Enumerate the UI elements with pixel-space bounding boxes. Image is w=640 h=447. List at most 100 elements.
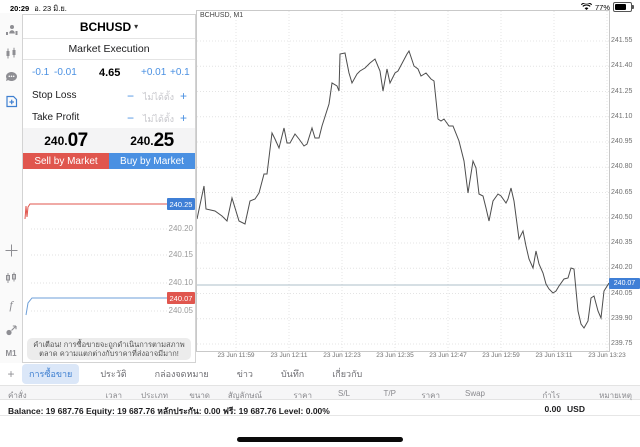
indicators-icon[interactable]: f: [9, 297, 13, 312]
timeframe-button[interactable]: M1: [0, 344, 22, 362]
take-profit-plus-button[interactable]: +: [179, 111, 187, 125]
column-header[interactable]: ขนาด: [189, 391, 210, 400]
tab-0[interactable]: การซื้อขาย: [22, 364, 80, 384]
price-tick-label: 240.05: [611, 289, 633, 297]
left-sidebar: f M1: [0, 13, 22, 387]
symbol-selector[interactable]: BCHUSD ▾: [23, 15, 195, 39]
chart-icon[interactable]: [0, 44, 22, 62]
tick-chart: 240.20 240.15 240.10 240.05 240.25 240.07: [23, 169, 195, 335]
price-tick-label: 239.75: [611, 340, 633, 347]
price-tick-label: 241.40: [611, 62, 633, 70]
volume-value[interactable]: 4.65: [99, 67, 121, 79]
time-tick-label: 23 Jun 12:59: [482, 352, 520, 359]
price-tick-label: 241.25: [611, 87, 633, 95]
column-header[interactable]: S/L: [337, 389, 350, 398]
status-indicators: 77%: [580, 2, 634, 12]
column-header[interactable]: T/P: [383, 389, 396, 398]
stop-loss-minus-button[interactable]: −: [127, 89, 135, 103]
column-header[interactable]: Swap: [464, 389, 485, 398]
main-chart[interactable]: [196, 10, 610, 352]
column-header[interactable]: สัญลักษณ์: [227, 391, 262, 400]
time-tick-label: 23 Jun 12:47: [429, 352, 467, 359]
volume-dec-big-button[interactable]: -0.1: [32, 67, 50, 78]
price-tick-label: 241.55: [611, 37, 633, 44]
time-tick-label: 23 Jun 12:11: [270, 352, 308, 359]
orders-table-header: คำสั่ง เวลา ประเภท ขนาด สัญลักษณ์ ราคา S/L T/P ร…: [0, 385, 640, 400]
tick-axis-label: 240.05: [168, 306, 193, 315]
bottom-tab-bar: + การซื้อขาย ประวัติ กล่องจดหมาย ข่าว บันทึก…: [0, 363, 640, 385]
column-header[interactable]: กำไร: [542, 391, 560, 400]
volume-dec-small-button[interactable]: -0.01: [54, 67, 77, 78]
column-header[interactable]: คำสั่ง: [8, 391, 27, 400]
tab-1[interactable]: ประวัติ: [100, 369, 127, 379]
tick-axis-label: 240.15: [168, 250, 193, 259]
sell-price: 240. 07: [44, 129, 88, 151]
timeframe-label: M1: [5, 348, 17, 358]
objects-icon[interactable]: [0, 321, 22, 339]
price-tick-label: 241.10: [611, 112, 633, 120]
column-header[interactable]: ราคา: [293, 391, 312, 400]
stop-loss-plus-button[interactable]: +: [179, 89, 187, 103]
tab-4[interactable]: บันทึก: [280, 369, 305, 379]
time-tick-label: 23 Jun 11:59: [217, 352, 255, 359]
take-profit-minus-button[interactable]: −: [127, 111, 135, 125]
price-tick-label: 240.35: [611, 239, 633, 246]
new-order-icon[interactable]: [0, 92, 22, 110]
chart-type-icon[interactable]: [0, 269, 22, 287]
tick-chart-canvas: [24, 203, 168, 316]
execution-mode[interactable]: Market Execution: [23, 39, 195, 60]
sell-button[interactable]: Sell by Market: [23, 153, 109, 169]
status-time: 20:29 อ. 23 มิ.ย.: [10, 3, 67, 15]
balance-row: Balance: 19 687.76 Equity: 19 687.76 หลั…: [0, 400, 640, 416]
account-summary: Balance: 19 687.76 Equity: 19 687.76 หลั…: [8, 406, 330, 416]
tab-5[interactable]: เกี่ยวกับ: [332, 369, 363, 379]
take-profit-field[interactable]: ไม่ได้ตั้ง: [143, 114, 175, 124]
bid-ask-prices: 240. 07 240. 25: [23, 128, 195, 153]
crosshair-icon[interactable]: [0, 241, 22, 259]
price-tick-label: 240.80: [611, 163, 633, 171]
add-icon[interactable]: +: [7, 367, 15, 381]
battery-icon: [613, 2, 634, 12]
chart-canvas: [197, 11, 609, 351]
time-tick-label: 23 Jun 13:23: [588, 352, 626, 359]
buy-price: 240. 25: [130, 129, 174, 151]
column-header[interactable]: เวลา: [105, 391, 122, 400]
column-header[interactable]: ราคา: [421, 391, 440, 400]
quotes-icon[interactable]: [0, 21, 22, 39]
order-panel: BCHUSD ▾ Market Execution -0.1 -0.01 4.6…: [22, 14, 196, 363]
clock: 20:29: [10, 4, 30, 13]
profit-total: 0.00 USD: [544, 404, 586, 414]
ask-price-badge: 240.25: [167, 198, 195, 210]
column-header[interactable]: หมายเหตุ: [599, 391, 632, 400]
price-tick-label: 240.95: [611, 138, 633, 145]
execution-warning: คำเตือน! การซื้อขายจะถูกดำเนินการตามสภาพ…: [27, 338, 191, 360]
price-tick-label: 240.50: [611, 213, 633, 221]
tabs: การซื้อขาย ประวัติ กล่องจดหมาย ข่าว บันทึก เก…: [22, 364, 383, 384]
time-tick-label: 23 Jun 13:11: [535, 352, 573, 359]
stop-loss-field[interactable]: ไม่ได้ตั้ง: [143, 92, 175, 102]
tick-axis-label: 240.20: [168, 224, 193, 233]
execution-mode-label: Market Execution: [68, 43, 150, 55]
battery-percent: 77%: [594, 2, 610, 12]
tab-3[interactable]: ข่าว: [236, 369, 253, 379]
volume-inc-small-button[interactable]: +0.01: [141, 67, 167, 78]
status-bar: 20:29 อ. 23 มิ.ย. 77%: [0, 0, 640, 13]
take-profit-row: Take Profit − ไม่ได้ตั้ง +: [23, 106, 195, 128]
volume-inc-big-button[interactable]: +0.1: [170, 67, 190, 78]
chevron-down-icon: ▾: [134, 22, 139, 31]
column-header[interactable]: ประเภท: [141, 391, 168, 400]
tab-2[interactable]: กล่องจดหมาย: [154, 369, 209, 379]
home-indicator[interactable]: [237, 437, 403, 442]
tick-axis-label: 240.10: [168, 278, 193, 287]
stop-loss-label: Stop Loss: [32, 90, 77, 101]
status-date: อ. 23 มิ.ย.: [34, 4, 67, 13]
bid-price-badge: 240.07: [167, 292, 195, 304]
messages-icon[interactable]: [0, 68, 22, 86]
chart-symbol-label: BCHUSD, M1: [200, 12, 244, 19]
buy-button[interactable]: Buy by Market: [109, 153, 195, 169]
volume-row: -0.1 -0.01 4.65 +0.01 +0.1: [23, 60, 195, 84]
time-tick-label: 23 Jun 12:35: [376, 352, 414, 359]
symbol-name: BCHUSD: [79, 19, 132, 34]
price-tick-label: 239.90: [611, 314, 633, 322]
